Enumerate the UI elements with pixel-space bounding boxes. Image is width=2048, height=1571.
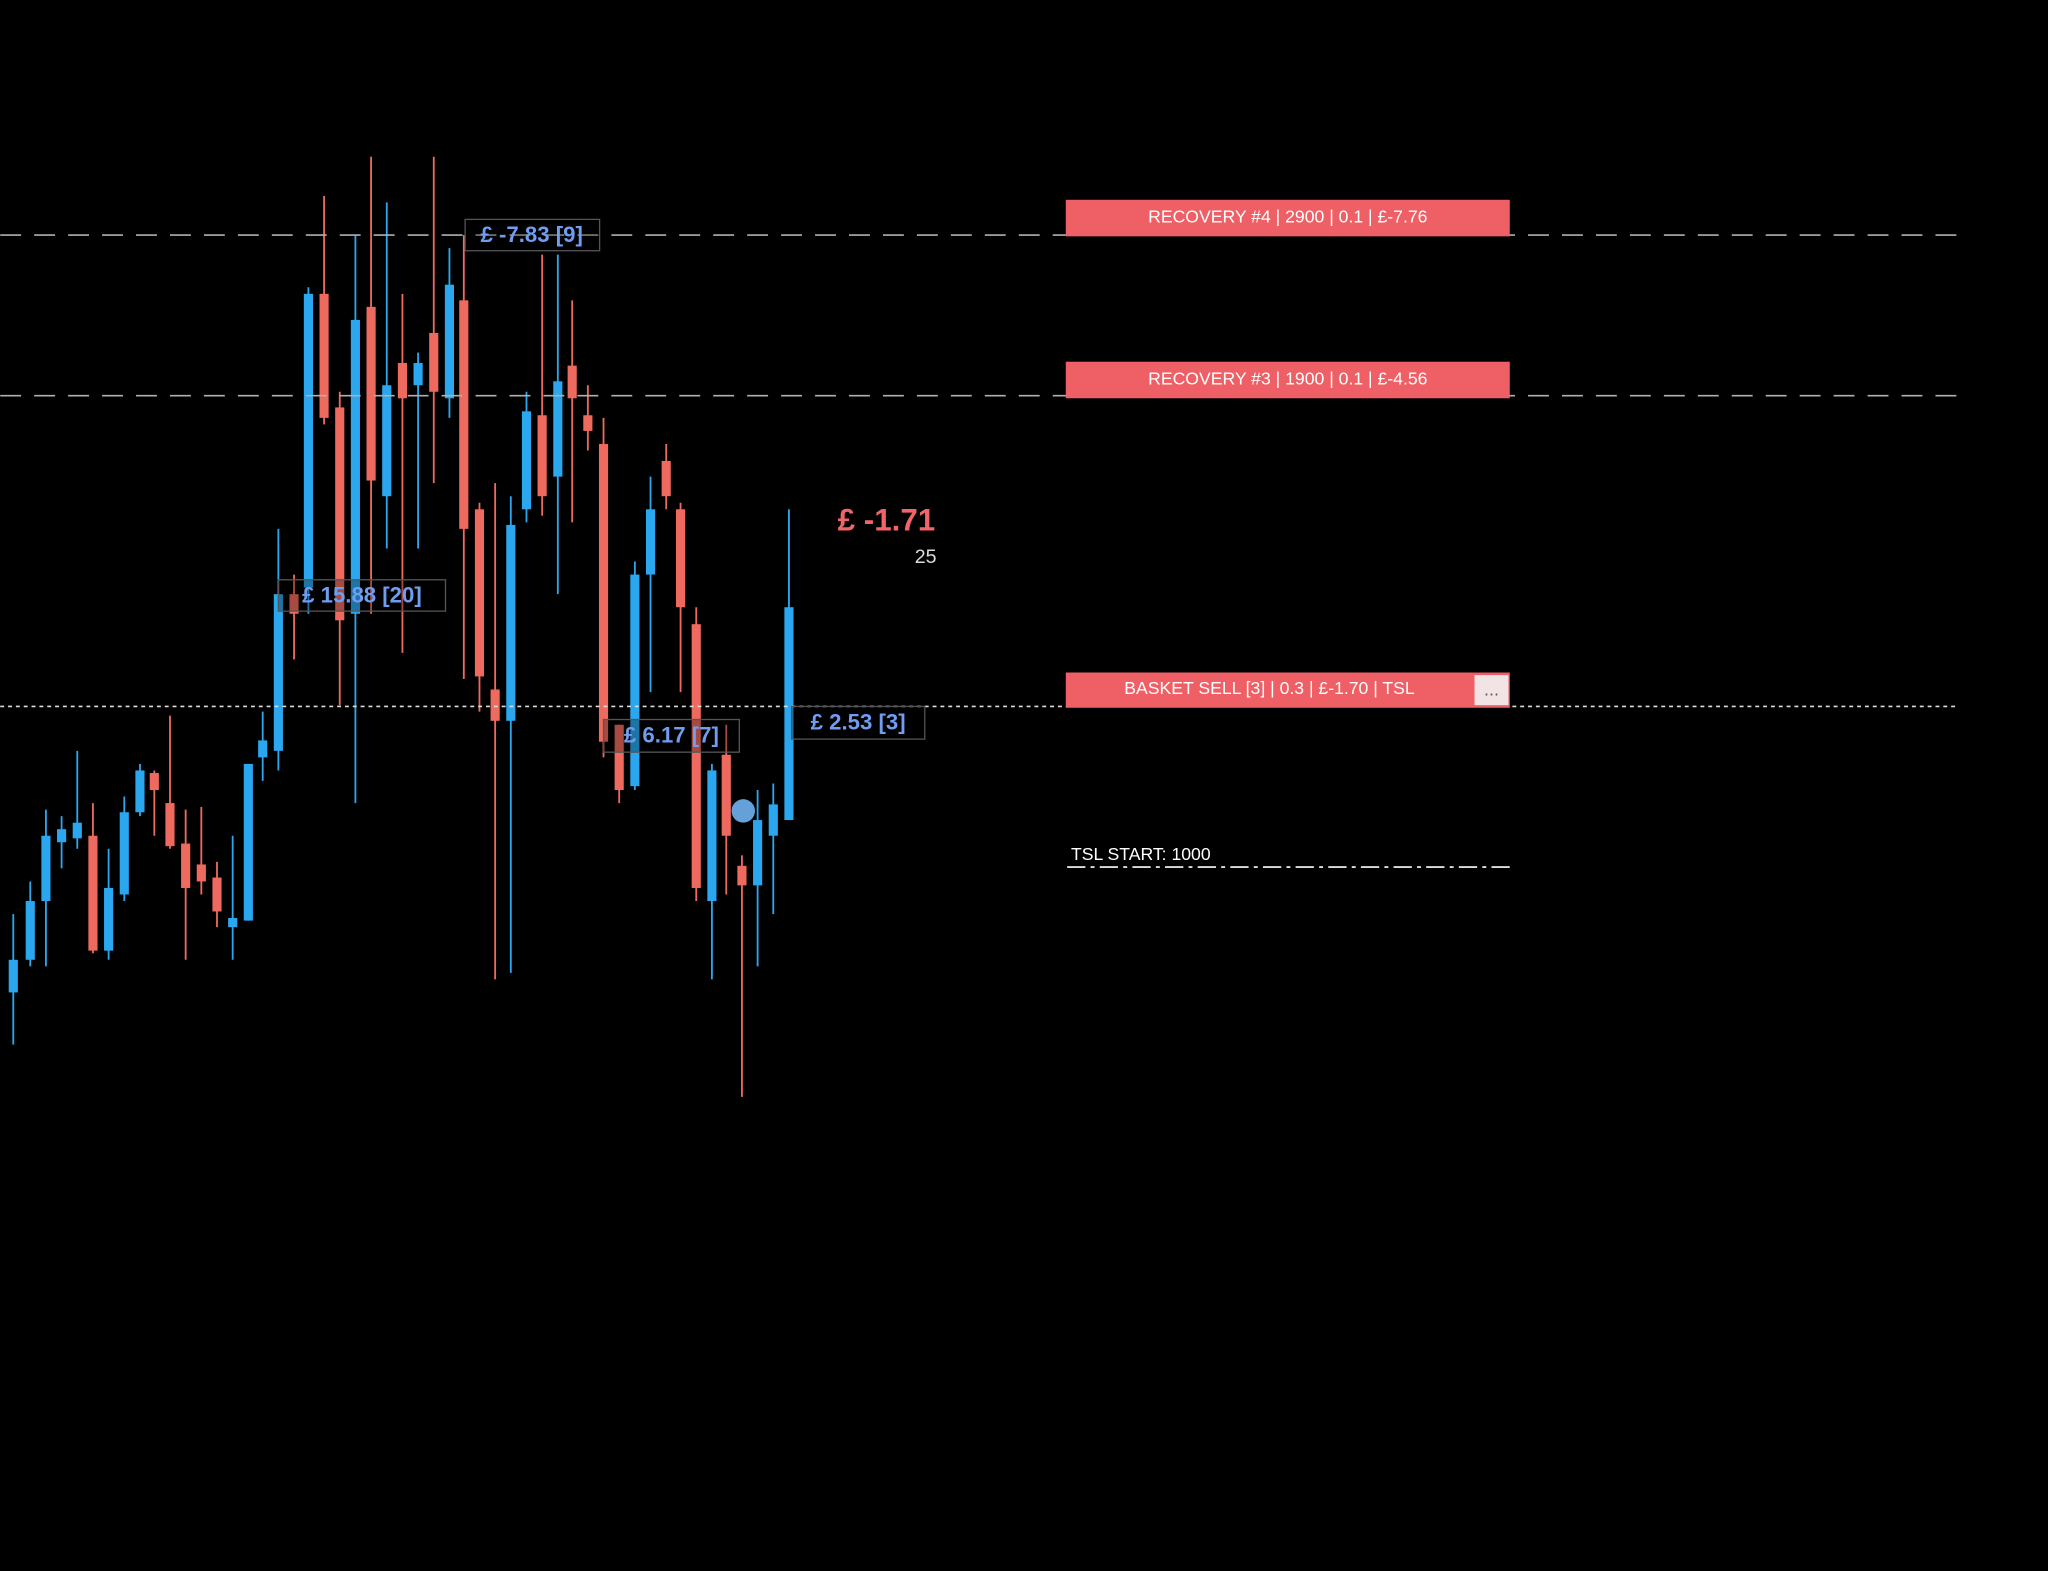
candle-body (72, 822, 82, 839)
candle-body (258, 740, 268, 758)
order-button[interactable] (1065, 672, 1510, 708)
order-button-label: BASKET SELL [3] | 0.3 | £-1.70 | TSL (1124, 678, 1415, 698)
candle-body (614, 724, 624, 791)
trade-tag: £ 15.88 [20] (302, 583, 422, 608)
candle-body (212, 877, 222, 912)
candle-body (721, 754, 731, 836)
candle-body (444, 284, 455, 399)
candle-body (598, 443, 609, 742)
order-button[interactable] (1065, 361, 1510, 399)
candle-body (149, 773, 159, 791)
candle-body (8, 959, 18, 993)
candle-body (753, 820, 763, 886)
candle-body (521, 411, 532, 510)
tsl-start-label: TSL START: 1000 (1071, 844, 1211, 864)
candle-body (228, 918, 238, 928)
order-button-label: RECOVERY #3 | 1900 | 0.1 | £-4.56 (1148, 369, 1428, 389)
cursor-dot (731, 799, 755, 823)
basket-profit: £ -1.71 (838, 503, 936, 538)
trade-tag: £ -7.83 [9] (481, 222, 583, 247)
candle-body (196, 864, 206, 882)
candle-body (768, 804, 778, 836)
candle-body (537, 415, 547, 497)
candle-body (567, 365, 577, 399)
candle-body (553, 381, 563, 477)
order-button-label: RECOVERY #4 | 2900 | 0.1 | £-7.76 (1148, 207, 1428, 227)
trade-tag-box (277, 579, 447, 612)
candle-body (289, 594, 299, 614)
candle-body (675, 509, 686, 608)
candle-body (303, 293, 313, 588)
candle-body (366, 306, 376, 481)
trade-tag: £ 6.17 [7] (624, 722, 719, 747)
candle-body (350, 319, 360, 614)
candle-body (25, 901, 35, 960)
candle-body (737, 865, 747, 886)
trade-count: 25 (915, 546, 937, 568)
menu-button-label[interactable]: ... (1484, 680, 1499, 699)
candle-body (119, 812, 129, 895)
trade-tag: £ 2.53 [3] (811, 709, 906, 734)
candles (8, 156, 794, 1097)
candle-body (57, 829, 67, 843)
candle-body (273, 594, 283, 751)
candle-body (661, 460, 671, 497)
order-button[interactable] (1065, 199, 1510, 237)
menu-button[interactable] (1474, 675, 1509, 706)
candle-body (181, 843, 191, 888)
candle-body (630, 574, 640, 787)
candle-body (397, 363, 407, 399)
candle-body (335, 407, 345, 621)
trade-tag-box (790, 705, 926, 740)
candle-body (691, 624, 701, 888)
candle-body (707, 770, 717, 902)
candle-body (104, 887, 114, 951)
candle-body (382, 385, 392, 497)
candle-body (474, 509, 485, 677)
candle-body (583, 415, 593, 431)
candle-body (88, 835, 98, 951)
candle-body (319, 293, 329, 418)
candle-body (645, 509, 656, 575)
trade-tag-box (602, 718, 740, 753)
candle-body (490, 689, 500, 721)
trade-tag-box (464, 218, 601, 252)
candle-body (429, 332, 439, 392)
candle-body (784, 607, 794, 821)
candle-body (506, 524, 516, 721)
candle-body (243, 763, 253, 921)
candle-body (413, 363, 423, 386)
candle-body (135, 770, 145, 813)
candle-body (41, 835, 51, 902)
candle-body (165, 803, 175, 847)
candle-body (459, 300, 469, 529)
